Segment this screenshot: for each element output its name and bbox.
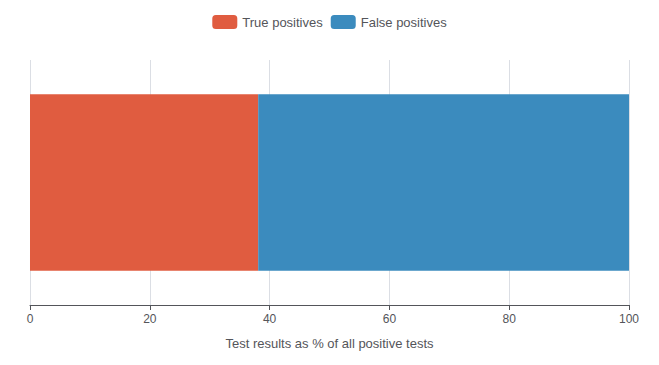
svg-text:100: 100	[619, 312, 639, 326]
svg-text:0: 0	[27, 312, 34, 326]
svg-text:40: 40	[263, 312, 277, 326]
svg-text:20: 20	[143, 312, 157, 326]
svg-text:Test results as % of all posit: Test results as % of all positive tests	[225, 336, 434, 351]
svg-text:True positives: True positives	[242, 15, 323, 30]
svg-text:60: 60	[383, 312, 397, 326]
svg-text:False positives: False positives	[361, 15, 447, 30]
svg-text:80: 80	[503, 312, 517, 326]
